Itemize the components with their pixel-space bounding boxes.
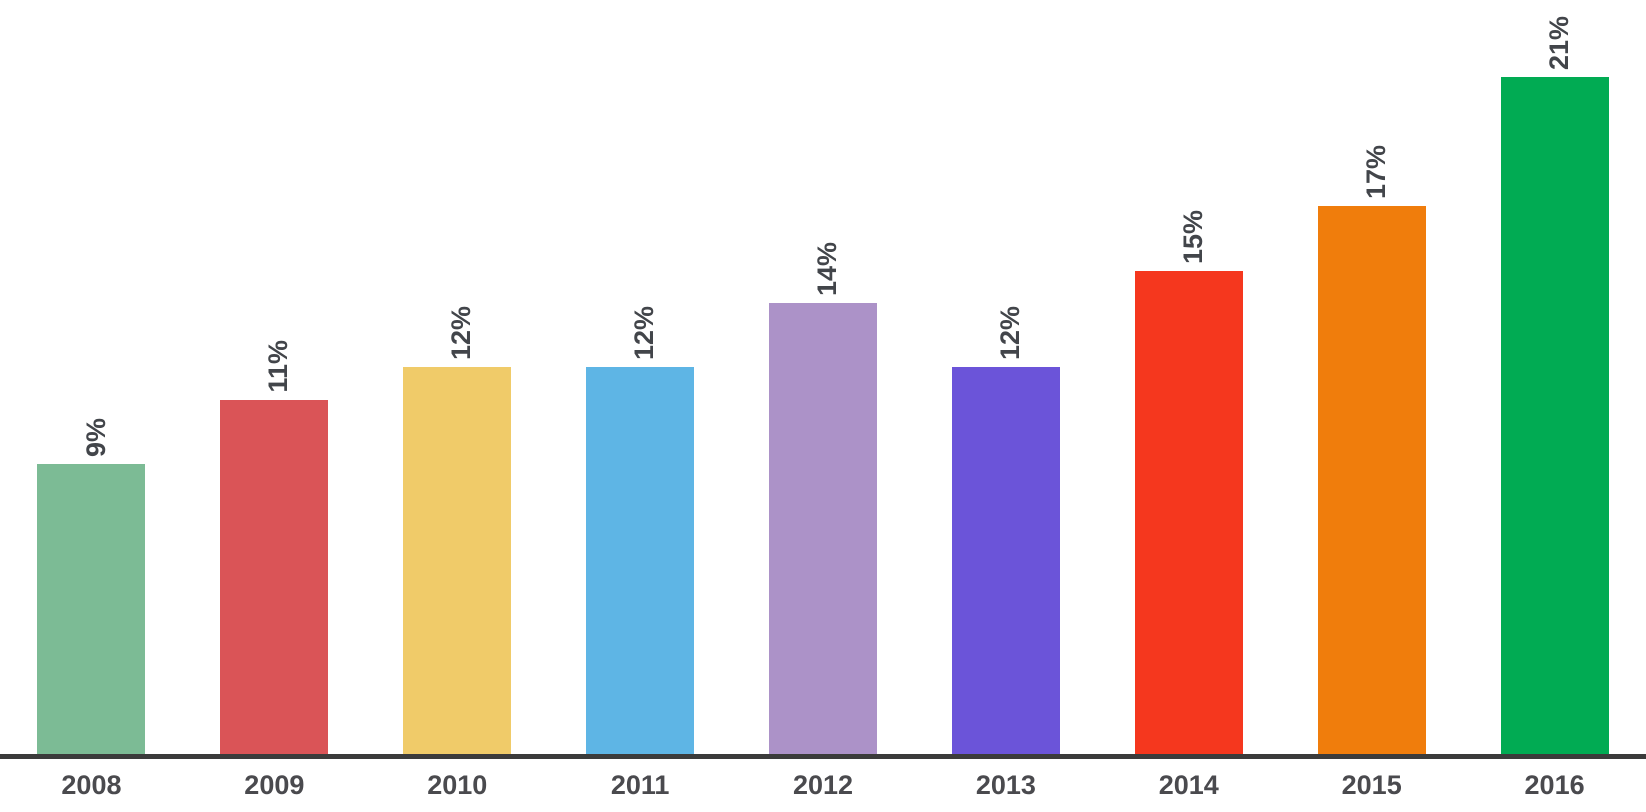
bar-group: 9% [0,0,183,754]
bar-2014 [1134,271,1243,754]
bar-value-label: 17% [1360,144,1391,199]
bar-value-label: 12% [995,305,1026,360]
bar-2011 [586,367,695,754]
bar-2008 [37,464,146,754]
plot-area: 9% 11% 12% 12% 14% 12% 15% 17% [0,0,1646,754]
bar-value-label: 14% [812,241,843,296]
bar-value-label: 21% [1543,15,1574,70]
bar-2016 [1500,77,1609,754]
x-tick-label-2012: 2012 [792,770,854,800]
bar-value-label: 9% [80,417,111,457]
bar-2010 [403,367,512,754]
x-axis-line [0,754,1646,759]
x-tick-label-2016: 2016 [1524,770,1585,800]
bar-group: 12% [366,0,549,754]
bar-group: 17% [1280,0,1463,754]
bar-group: 12% [914,0,1097,754]
x-tick-label-2010: 2010 [427,770,488,800]
bar-2013 [951,367,1060,754]
bar-value-label: 11% [263,340,294,393]
bar-2012 [769,303,877,754]
x-tick-label-2014: 2014 [1158,770,1219,800]
x-tick-label-2015: 2015 [1341,770,1402,800]
bar-group: 15% [1097,0,1280,754]
bar-group: 11% [183,0,366,754]
bar-group: 21% [1463,0,1646,754]
x-tick-label-2013: 2013 [975,770,1036,800]
x-axis-tick-labels: 2008 2009 2010 2011 2012 2013 2014 2015 … [0,759,1646,812]
bar-value-label: 12% [446,305,477,360]
bar-2009 [220,400,329,754]
bar-group: 14% [732,0,915,754]
bar-value-label: 15% [1177,209,1208,264]
bar-group: 12% [549,0,732,754]
x-tick-label-2008: 2008 [61,770,122,800]
x-tick-label-2011: 2011 [610,770,670,800]
bar-value-label: 12% [629,305,660,360]
bar-2015 [1317,206,1426,754]
x-tick-label-2009: 2009 [244,770,305,800]
